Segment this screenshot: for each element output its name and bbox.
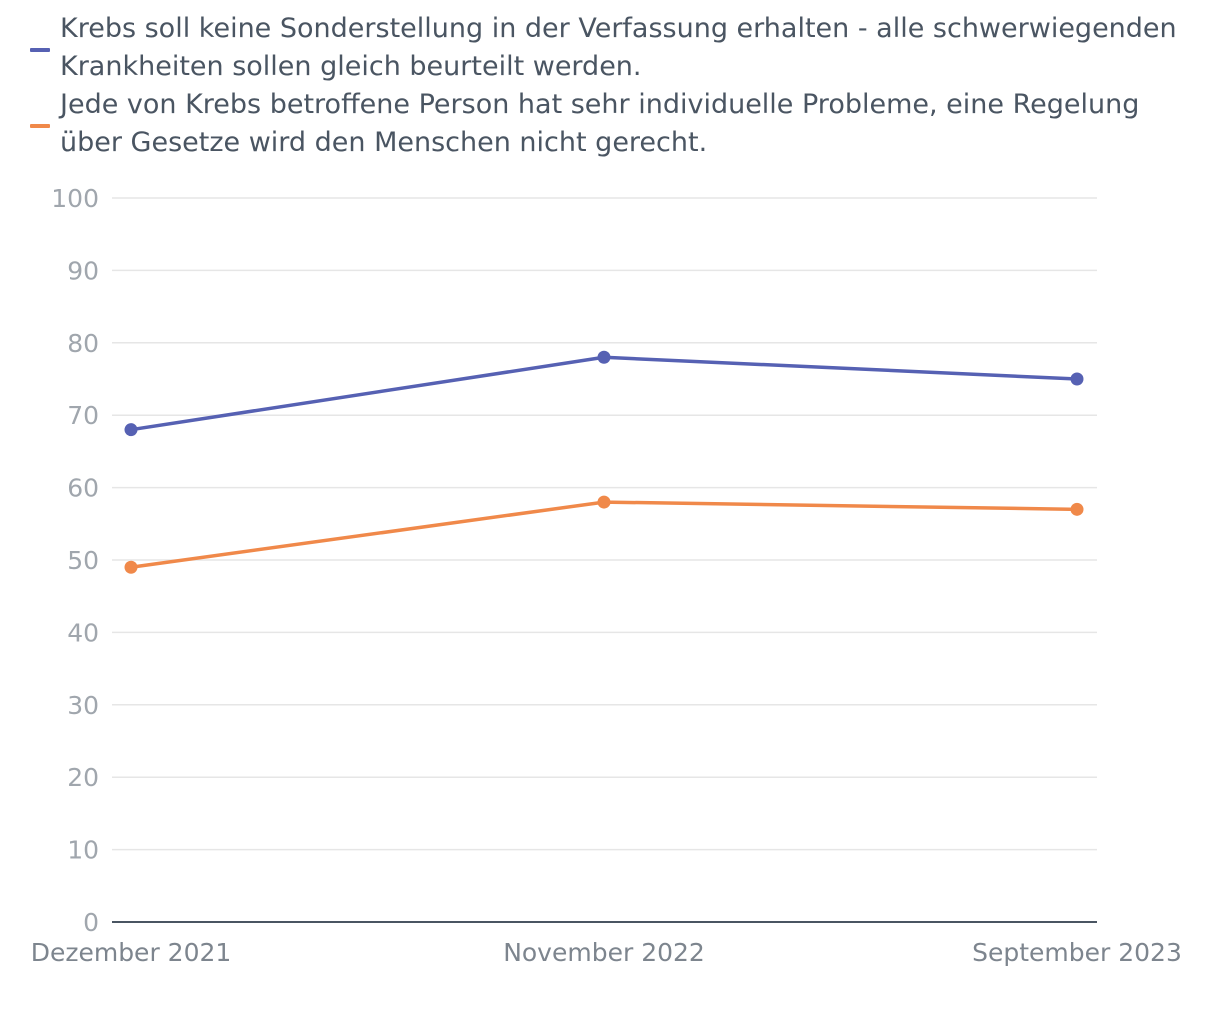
legend-swatch-series-2 <box>30 124 50 128</box>
series-line-1 <box>129 355 1079 432</box>
y-tick-label-100: 100 <box>51 184 99 213</box>
y-tick-label-90: 90 <box>67 256 99 285</box>
y-tick-label-0: 0 <box>83 908 99 937</box>
y-tick-label-30: 30 <box>67 691 99 720</box>
x-tick-label-3: September 2023 <box>972 938 1182 967</box>
series-line-2 <box>129 500 1079 569</box>
x-tick-label-1: Dezember 2021 <box>31 938 232 967</box>
legend-swatch-series-1 <box>30 48 50 52</box>
legend-label-series-1: Krebs soll keine Sonderstellung in der V… <box>60 13 1177 82</box>
legend-item-series-1: Krebs soll keine Sonderstellung in der V… <box>30 10 1200 86</box>
chart-legend: Krebs soll keine Sonderstellung in der V… <box>30 10 1200 162</box>
x-axis-tick-labels: Dezember 2021 November 2022 September 2023 <box>31 938 1182 967</box>
series-1-point-3 <box>1070 372 1084 386</box>
y-tick-label-10: 10 <box>67 836 99 865</box>
y-tick-label-40: 40 <box>67 618 99 647</box>
series-1-point-1 <box>124 423 138 437</box>
y-tick-label-80: 80 <box>67 329 99 358</box>
series-2-point-3 <box>1070 502 1084 516</box>
series-1-point-2 <box>597 350 611 364</box>
x-tick-label-2: November 2022 <box>503 938 705 967</box>
series-1 <box>124 350 1084 437</box>
legend-item-series-2: Jede von Krebs betroffene Person hat seh… <box>30 86 1200 162</box>
series-2 <box>124 495 1084 574</box>
y-tick-label-70: 70 <box>67 401 99 430</box>
legend-label-series-2: Jede von Krebs betroffene Person hat seh… <box>60 89 1140 158</box>
y-tick-label-50: 50 <box>67 546 99 575</box>
y-tick-label-20: 20 <box>67 763 99 792</box>
y-tick-label-60: 60 <box>67 474 99 503</box>
series-lines <box>124 350 1084 574</box>
y-axis-tick-labels: 0 10 20 30 40 50 60 70 80 90 100 <box>51 184 99 937</box>
series-2-point-1 <box>124 560 138 574</box>
grid-lines <box>112 197 1097 851</box>
series-2-point-2 <box>597 495 611 509</box>
